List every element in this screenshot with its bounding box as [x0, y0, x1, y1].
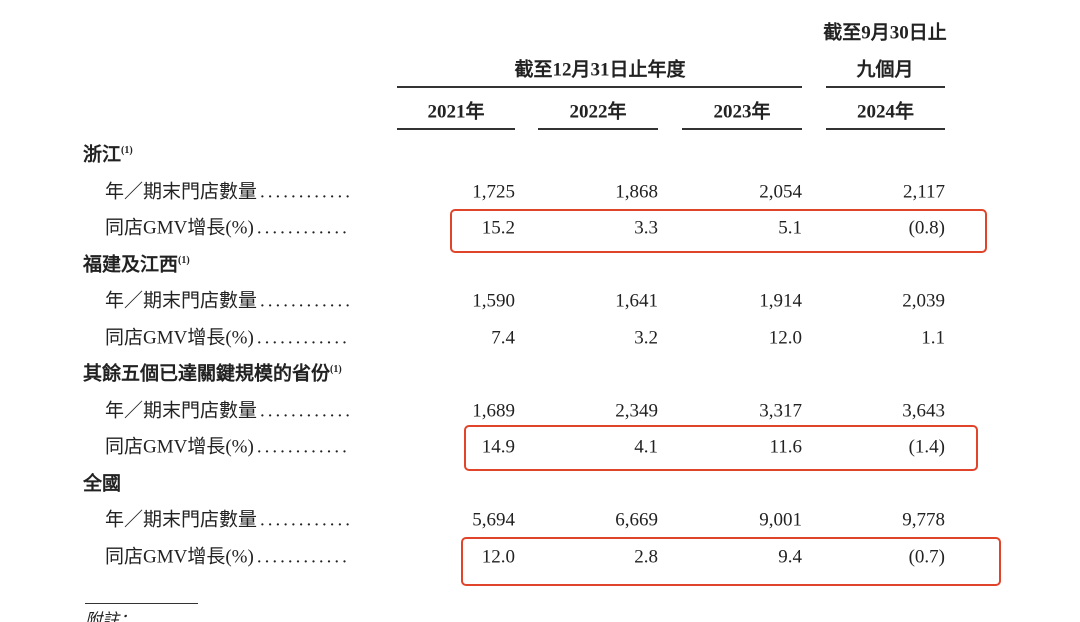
- section-title: 其餘五個已達關鍵規模的省份(1): [83, 363, 342, 385]
- header-rule: [826, 86, 945, 88]
- cell-value: (0.8): [908, 217, 945, 239]
- highlight-box: [464, 425, 978, 471]
- column-header: 2021年: [427, 101, 485, 123]
- row-label: 年／期末門店數量............: [105, 181, 354, 202]
- cell-value: 12.0: [481, 546, 515, 567]
- cell-value: (1.4): [908, 436, 945, 458]
- row-label: 同店GMV增長(%)............: [105, 546, 350, 567]
- leader-dots: ............: [256, 546, 350, 567]
- cell-value: 3.3: [634, 217, 658, 239]
- leader-dots: ............: [260, 400, 354, 421]
- row-label: 年／期末門店數量............: [105, 509, 354, 531]
- column-header: 2022年: [569, 101, 627, 123]
- highlight-box: [461, 537, 1001, 586]
- cell-value: 2,349: [615, 400, 658, 421]
- cell-value: (0.7): [908, 546, 945, 567]
- note-mark: (1): [330, 364, 342, 376]
- cell-value: 2.8: [634, 546, 658, 567]
- column-rule: [826, 128, 945, 130]
- cell-value: 3,317: [759, 400, 802, 421]
- cell-value: 1,868: [615, 181, 658, 202]
- cell-value: 7.4: [491, 327, 515, 348]
- column-rule: [682, 128, 802, 130]
- section-title: 浙江(1): [83, 144, 133, 166]
- row-label: 年／期末門店數量............: [105, 290, 354, 312]
- column-rule: [397, 128, 515, 130]
- footnote-heading: 附註：: [85, 610, 136, 622]
- note-mark: (1): [178, 254, 190, 266]
- cell-value: 1,725: [472, 181, 515, 202]
- leader-dots: ............: [256, 327, 350, 348]
- cell-value: 9,001: [759, 509, 802, 531]
- section-title: 全國: [83, 473, 122, 494]
- cell-value: 1,590: [472, 290, 515, 312]
- cell-value: 11.6: [769, 436, 802, 458]
- cell-value: 15.2: [481, 217, 515, 239]
- header-rule: [397, 86, 802, 88]
- cell-value: 3,643: [902, 400, 945, 421]
- row-label: 年／期末門店數量............: [105, 400, 354, 421]
- cell-value: 6,669: [615, 509, 658, 531]
- cell-value: 1,641: [615, 290, 658, 312]
- leader-dots: ............: [256, 217, 350, 239]
- column-header: 2024年: [856, 101, 915, 123]
- cell-value: 5,694: [472, 509, 515, 531]
- leader-dots: ............: [260, 509, 354, 531]
- section-title: 福建及江西(1): [83, 254, 190, 275]
- leader-dots: ............: [256, 436, 350, 458]
- cell-value: 2,054: [759, 181, 802, 202]
- row-label: 同店GMV增長(%)............: [105, 217, 350, 239]
- footnote-rule: [85, 603, 198, 604]
- cell-value: 3.2: [634, 327, 658, 348]
- cell-value: 2,039: [902, 290, 945, 312]
- group-header: 九個月: [856, 59, 914, 81]
- cell-value: 2,117: [902, 181, 945, 202]
- cell-value: 1,914: [759, 290, 802, 312]
- highlight-box: [450, 209, 987, 253]
- note-mark: (1): [121, 145, 133, 157]
- cell-value: 9,778: [902, 509, 945, 531]
- cell-value: 1.1: [921, 327, 945, 348]
- cell-value: 4.1: [634, 436, 658, 458]
- cell-value: 14.9: [481, 436, 515, 458]
- column-rule: [538, 128, 658, 130]
- row-label: 同店GMV增長(%)............: [105, 436, 350, 458]
- leader-dots: ............: [260, 290, 354, 312]
- group-header: 截至9月30日止: [823, 22, 947, 44]
- cell-value: 12.0: [768, 327, 802, 348]
- group-header: 截至12月31日止年度: [514, 59, 686, 81]
- cell-value: 1,689: [472, 400, 515, 421]
- cell-value: 9.4: [778, 546, 802, 567]
- row-label: 同店GMV增長(%)............: [105, 327, 350, 348]
- column-header: 2023年: [713, 101, 771, 123]
- cell-value: 5.1: [778, 217, 802, 239]
- leader-dots: ............: [260, 181, 354, 202]
